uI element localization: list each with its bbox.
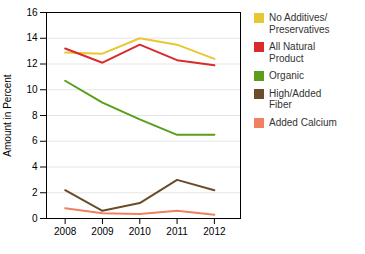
- svg-text:2011: 2011: [166, 226, 188, 237]
- svg-text:10: 10: [26, 84, 38, 95]
- svg-text:2010: 2010: [129, 226, 152, 237]
- svg-text:16: 16: [26, 7, 38, 18]
- svg-text:12: 12: [26, 58, 38, 69]
- html-text:High/Added Fiber: High/Added Fiber: [269, 87, 322, 110]
- svg-text:4: 4: [32, 161, 38, 172]
- svg-text:0: 0: [32, 213, 38, 224]
- svg-text:8: 8: [32, 110, 38, 121]
- svg-text:2008: 2008: [54, 226, 77, 237]
- html-text:No Additives/ Preservatives: No Additives/ Preservatives: [269, 12, 330, 35]
- svg-text:14: 14: [26, 32, 38, 43]
- html-text:Organic: Organic: [269, 70, 304, 81]
- svg-text:2009: 2009: [91, 226, 114, 237]
- svg-text:6: 6: [32, 135, 38, 146]
- html-text:All Natural Product: All Natural Product: [269, 41, 316, 64]
- svg-text:2012: 2012: [203, 226, 226, 237]
- svg-text:Amount in Percent: Amount in Percent: [2, 74, 13, 156]
- html-text:Added Calcium: Added Calcium: [269, 116, 337, 128]
- svg-text:2: 2: [32, 187, 38, 198]
